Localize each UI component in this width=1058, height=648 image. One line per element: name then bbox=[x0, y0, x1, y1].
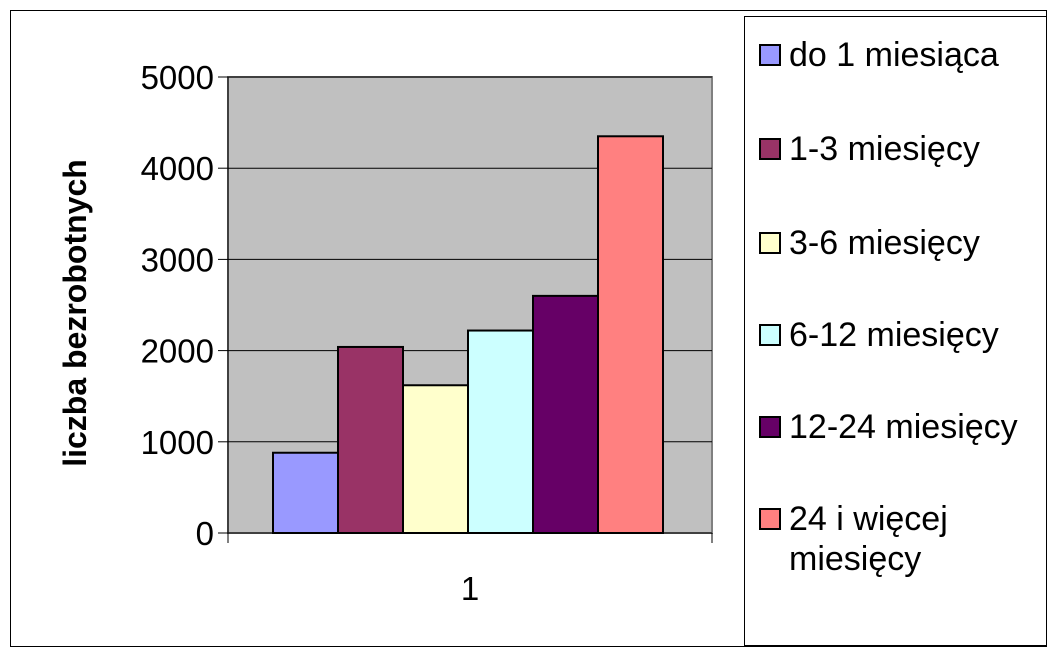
bar-4 bbox=[467, 329, 534, 535]
bar-5 bbox=[532, 294, 599, 534]
legend-item: 12-24 miesięcy bbox=[759, 407, 1044, 447]
x-category-label: 1 bbox=[461, 570, 479, 607]
legend-label: 12-24 miesięcy bbox=[789, 408, 1018, 446]
bar-2 bbox=[337, 345, 404, 534]
y-tick-label: 2000 bbox=[141, 333, 214, 370]
legend-item: 6-12 miesięcy bbox=[759, 315, 1044, 355]
chart-legend: do 1 miesiąca 1-3 miesięcy 3-6 miesięcy 6-1… bbox=[744, 16, 1047, 646]
legend-swatch bbox=[759, 508, 781, 530]
legend-label: do 1 miesiąca bbox=[789, 36, 999, 74]
bar-3 bbox=[402, 384, 469, 535]
legend-swatch bbox=[759, 44, 781, 66]
legend-item: 3-6 miesięcy bbox=[759, 223, 1044, 263]
y-tick-label: 1000 bbox=[141, 424, 214, 461]
y-axis-label: liczba bezrobotnych bbox=[57, 159, 93, 467]
legend-item: 1-3 miesięcy bbox=[759, 129, 1044, 169]
legend-item: do 1 miesiąca bbox=[759, 35, 1044, 75]
y-tick-label: 3000 bbox=[141, 241, 214, 278]
legend-item: 24 i więcej miesięcy bbox=[759, 499, 1044, 579]
y-tick-label: 0 bbox=[196, 515, 214, 552]
legend-swatch bbox=[759, 138, 781, 160]
legend-swatch bbox=[759, 416, 781, 438]
y-tick-label: 4000 bbox=[141, 150, 214, 187]
legend-label: 3-6 miesięcy bbox=[789, 224, 980, 262]
bar-6 bbox=[597, 135, 664, 534]
legend-swatch bbox=[759, 324, 781, 346]
y-tick-label: 5000 bbox=[141, 59, 214, 96]
legend-label: 24 i więcej miesięcy bbox=[789, 500, 948, 578]
legend-swatch bbox=[759, 232, 781, 254]
bar-1 bbox=[272, 451, 339, 534]
legend-label: 6-12 miesięcy bbox=[789, 316, 999, 354]
legend-label: 1-3 miesięcy bbox=[789, 130, 980, 168]
